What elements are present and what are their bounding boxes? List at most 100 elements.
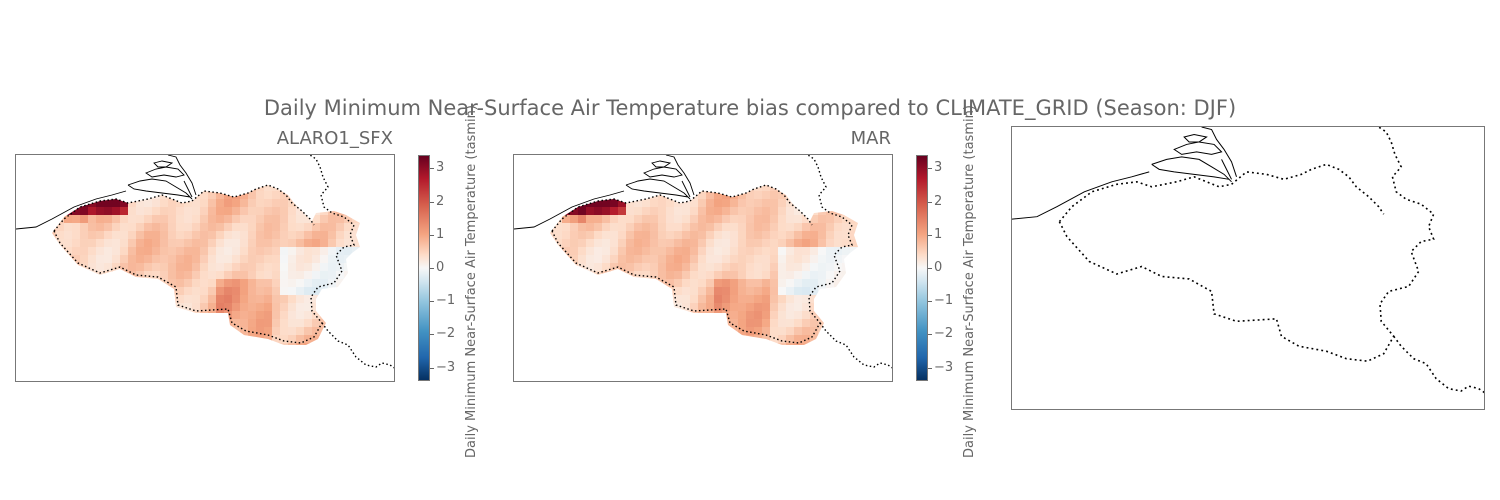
bias-grid-cell — [208, 343, 217, 345]
bias-grid-cell — [216, 343, 225, 345]
bias-grid-cell — [352, 311, 360, 320]
bias-grid-cell — [248, 343, 257, 345]
bias-grid-cell — [264, 207, 273, 216]
bias-grid-cell — [674, 207, 683, 216]
bias-grid-cell — [176, 185, 185, 192]
bias-grid-cell — [240, 311, 249, 320]
bias-grid-cell — [550, 335, 555, 344]
bias-grid-cell — [850, 287, 858, 296]
colorbar-tick-mark — [430, 334, 434, 336]
bias-grid-cell — [136, 255, 145, 264]
bias-grid-cell — [224, 271, 233, 280]
bias-grid-cell — [352, 239, 360, 248]
bias-grid-cell — [280, 247, 289, 256]
bias-grid-cell — [578, 255, 587, 264]
bias-grid-cell — [722, 335, 731, 344]
bias-grid-cell — [176, 311, 185, 320]
bias-grid-cell — [690, 287, 699, 296]
bias-grid-cell — [618, 271, 627, 280]
bias-grid-cell — [858, 287, 866, 295]
bias-grid-cell — [714, 319, 723, 328]
bias-grid-cell — [794, 327, 803, 336]
bias-grid-cell — [192, 319, 201, 328]
bias-grid-cell — [586, 239, 595, 248]
bias-grid-cell — [730, 335, 739, 344]
bias-grid-cell — [714, 215, 723, 224]
bias-grid-cell — [80, 215, 89, 224]
bias-grid-cell — [802, 185, 811, 192]
bias-grid-cell — [128, 255, 137, 264]
bias-grid-cell — [754, 295, 763, 304]
bias-grid-cell — [96, 319, 105, 328]
colorbar-tick-mark — [430, 268, 434, 269]
bias-grid-cell — [96, 247, 105, 256]
bias-grid-cell — [618, 215, 627, 224]
bias-grid-cell — [304, 279, 313, 288]
bias-grid-cell — [200, 223, 209, 232]
bias-grid-cell — [826, 327, 835, 336]
bias-grid-cell — [562, 231, 571, 240]
bias-grid-cell — [272, 279, 281, 288]
bias-grid-cell — [706, 327, 715, 336]
bias-grid-cell — [746, 247, 755, 256]
bias-grid-cell — [120, 223, 129, 232]
bias-grid-cell — [56, 287, 65, 296]
bias-grid-cell — [280, 223, 289, 232]
bias-grid-cell — [200, 287, 209, 296]
bias-grid-cell — [80, 295, 89, 304]
bias-grid-cell — [120, 343, 129, 345]
bias-grid-cell — [698, 207, 707, 216]
bias-grid-cell — [762, 335, 771, 344]
bias-grid-cell — [610, 311, 619, 320]
bias-grid-cell — [216, 191, 225, 200]
bias-grid-cell — [610, 255, 619, 264]
bias-grid-cell — [594, 215, 603, 224]
colorbar-label-alaro: Daily Minimum Near-Surface Air Temperatu… — [464, 105, 479, 458]
bias-grid-cell — [762, 263, 771, 272]
bias-grid-cell — [72, 207, 81, 216]
bias-grid-cell — [224, 327, 233, 336]
bias-grid-cell — [738, 239, 747, 248]
bias-grid-cell — [626, 255, 635, 264]
bias-grid-cell — [802, 295, 811, 304]
bias-grid-cell — [578, 319, 587, 328]
bias-grid-cell — [52, 191, 57, 200]
bias-grid-cell — [658, 327, 667, 336]
bias-grid-cell — [216, 207, 225, 216]
bias-grid-cell — [344, 255, 353, 264]
bias-grid-cell — [112, 255, 121, 264]
bias-grid-cell — [714, 279, 723, 288]
bias-grid-cell — [634, 223, 643, 232]
bias-grid-cell — [786, 191, 795, 200]
bias-grid-cell — [642, 199, 651, 208]
bias-grid-cell — [152, 223, 161, 232]
bias-grid-cell — [72, 279, 81, 288]
bias-grid-cell — [264, 335, 273, 344]
bias-grid-cell — [626, 263, 635, 272]
bias-grid-cell — [208, 223, 217, 232]
bias-grid-cell — [666, 271, 675, 280]
bias-grid-cell — [280, 231, 289, 240]
bias-grid-cell — [786, 215, 795, 224]
bias-grid-cell — [762, 343, 771, 345]
bias-grid-cell — [232, 199, 241, 208]
bias-grid-cell — [610, 207, 619, 216]
bias-grid-cell — [208, 247, 217, 256]
bias-grid-cell — [738, 263, 747, 272]
bias-grid-cell — [88, 185, 97, 192]
bias-grid-cell — [754, 215, 763, 224]
bias-grid-cell — [320, 295, 329, 304]
bias-grid-cell — [786, 223, 795, 232]
colorbar-tick-label: 2 — [934, 193, 943, 209]
bias-grid-cell — [80, 319, 89, 328]
bias-grid-cell — [288, 263, 297, 272]
bias-grid-cell — [714, 287, 723, 296]
colorbar-tick-mark — [928, 234, 932, 236]
bias-grid-cell — [272, 303, 281, 312]
bias-grid-cell — [192, 343, 201, 345]
bias-grid-cell — [360, 223, 368, 231]
bias-grid-cell — [312, 185, 321, 192]
bias-grid-cell — [360, 303, 368, 311]
bias-grid-cell — [320, 247, 329, 256]
bias-grid-cell — [658, 287, 667, 296]
